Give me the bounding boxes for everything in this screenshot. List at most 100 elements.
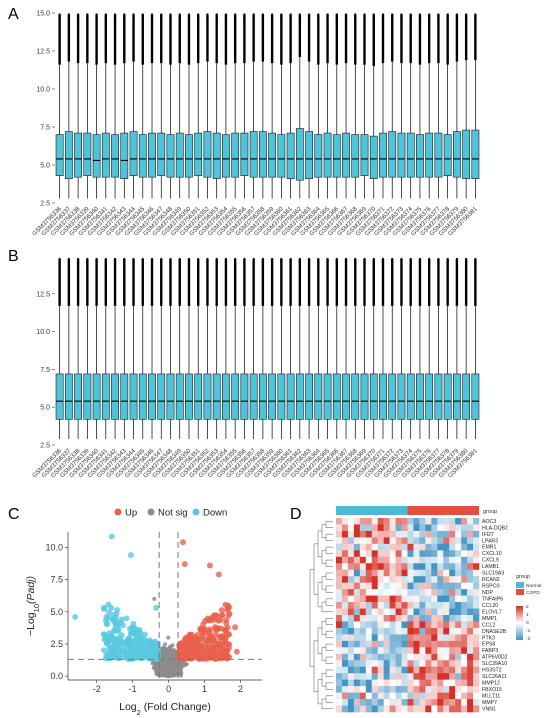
heatmap-cell [377,518,384,525]
box [360,373,369,420]
heatmap-cell [401,524,408,532]
gene-label: MMP1 [482,616,497,622]
heatmap-cell [473,673,480,680]
heatmap-cell [341,589,349,596]
heatmap-cell [419,576,426,583]
heatmap-cell [467,673,474,680]
heatmap-cell [341,530,349,538]
outlier-point [243,260,246,264]
heatmap-cell [377,640,384,648]
heatmap-cell [443,640,450,648]
heatmap-cell [413,608,420,616]
y-tick-label: 12.5 [36,49,50,56]
heatmap-cell [473,563,480,571]
heatmap-cell [377,595,384,603]
heatmap-cell [461,634,468,642]
outlier-point [372,16,375,19]
heatmap-cell [419,608,426,616]
outlier-point [307,16,311,19]
heatmap-cell [413,699,420,706]
heatmap-cell [461,569,468,577]
heatmap-cell [347,608,355,616]
box [416,373,424,420]
legend-swatch [147,508,155,516]
heatmap-cell [341,563,349,571]
heatmap-cell [443,627,450,635]
heatmap-cell [336,582,343,590]
outlier-point [335,16,338,19]
heatmap-cell [383,615,390,622]
outlier-point [95,260,98,264]
heatmap-cell [359,576,367,583]
heatmap-cell [419,563,426,571]
heatmap-cell [413,524,420,532]
heatmap-cell [341,556,349,564]
heatmap-cell [437,653,444,661]
heatmap-cell [383,692,390,700]
heatmap-cell [425,569,432,577]
outlier-point [455,260,459,264]
x-tick-label: 0 [166,684,171,694]
heatmap-cell [455,686,462,693]
heatmap-cell [455,653,462,661]
heatmap-cell [407,537,414,545]
heatmap-cell [353,615,361,622]
y-tick-label: 0.0 [50,671,63,681]
legend-swatch [114,508,122,516]
heatmap-cell [341,524,349,532]
heatmap-cell [383,666,390,674]
box [148,373,156,420]
heatmap-cell [437,634,444,642]
outlier-point [58,16,61,19]
outlier-point [280,16,283,19]
heatmap-cell [389,627,396,635]
heatmap-cell [353,582,361,590]
heatmap-cell [383,602,390,609]
group-bar-normal [336,506,408,515]
heatmap-cell [407,569,414,577]
heatmap-cell [431,705,438,713]
outlier-point [381,16,385,19]
heatmap-cell [473,602,480,609]
heatmap-cell [449,621,456,629]
heatmap-cell [395,518,402,525]
outlier-point [317,260,320,264]
heatmap-cell [347,563,355,571]
heatmap-cell [467,621,474,629]
heatmap-cell [365,699,373,706]
heatmap-cell [389,524,396,532]
heatmap-cell [341,582,349,590]
heatmap-cell [347,595,355,603]
heatmap-cell [359,692,367,700]
heatmap-cell [473,686,480,693]
heatmap-cell [389,608,396,616]
heatmap-cell [359,518,367,525]
y-tick-label: 7.5 [50,575,63,585]
heatmap-cell [341,647,349,655]
x-tick-label: -1 [129,684,137,694]
heatmap-cell [365,692,373,700]
heatmap-cell [443,518,450,525]
heatmap-cell [395,550,402,558]
heatmap-cell [353,524,361,532]
heatmap-cell [419,679,426,687]
outlier-point [418,16,422,19]
heatmap-cell [473,615,480,622]
heatmap-cell [407,589,414,596]
heatmap-cell [371,647,379,655]
heatmap-cell [449,634,456,642]
heatmap-cell [336,563,343,571]
heatmap-cell [401,673,408,680]
heatmap-cell [461,543,468,551]
heatmap-cell [473,569,480,577]
heatmap-cell [473,582,480,590]
heatmap-cell [353,608,361,616]
heatmap-cell [389,686,396,693]
box [295,128,304,181]
box [203,373,212,420]
heatmap-cell [449,576,456,583]
heatmap-cell [455,608,462,616]
heatmap-cell [407,550,414,558]
heatmap-cell [413,615,420,622]
heatmap-cell [353,537,361,545]
